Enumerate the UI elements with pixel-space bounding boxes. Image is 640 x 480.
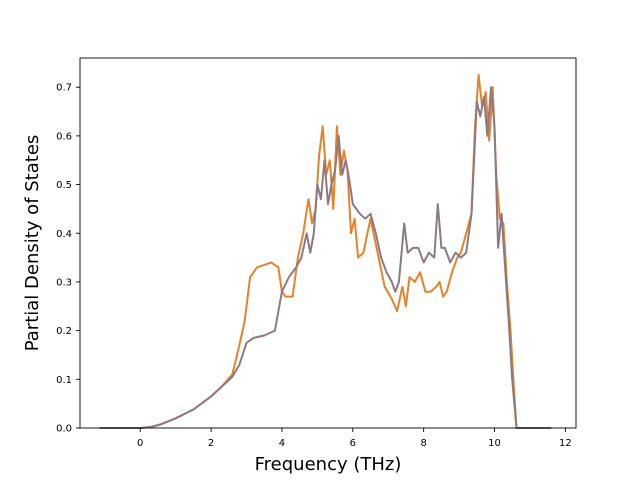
x-tick-label: 4 — [279, 438, 285, 449]
x-tick-label: 0 — [137, 438, 143, 449]
y-tick-label: 0.4 — [56, 229, 72, 240]
y-tick-label: 0.2 — [56, 326, 72, 337]
y-axis-label: Partial Density of States — [22, 135, 43, 352]
series-line-1 — [99, 74, 552, 429]
plot-area — [80, 58, 576, 428]
x-tick-label: 6 — [350, 438, 356, 449]
y-tick-label: 0.7 — [56, 83, 72, 94]
y-tick-label: 0.0 — [56, 424, 72, 435]
y-axis-ticks: 0.0 0.1 0.2 0.3 0.4 0.5 0.6 0.7 — [56, 83, 80, 435]
x-axis-label: Frequency (THz) — [255, 454, 402, 475]
y-tick-label: 0.5 — [56, 180, 72, 191]
y-tick-label: 0.6 — [56, 131, 72, 142]
y-tick-label: 0.3 — [56, 277, 72, 288]
series-layer — [99, 74, 552, 429]
x-tick-label: 8 — [420, 438, 426, 449]
series-line-2 — [99, 86, 552, 429]
x-tick-label: 10 — [488, 438, 501, 449]
x-tick-label: 2 — [208, 438, 214, 449]
plot-frame — [79, 57, 577, 429]
x-axis-ticks: 0 2 4 6 8 10 12 — [137, 428, 572, 449]
y-tick-label: 0.1 — [56, 375, 72, 386]
x-tick-label: 12 — [559, 438, 572, 449]
